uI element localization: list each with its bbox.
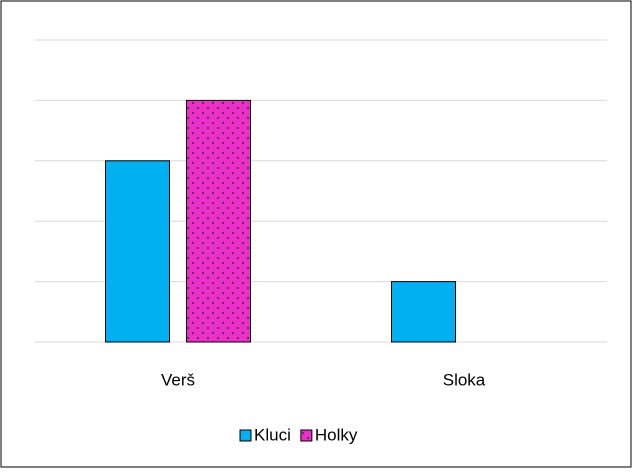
legend-pattern [300, 430, 312, 441]
bar [391, 281, 456, 343]
x-tick-label: Verš [161, 370, 195, 389]
x-tick-label: Sloka [443, 370, 486, 389]
legend-label: Holky [315, 425, 358, 444]
legend-swatch [239, 429, 252, 442]
bar-pattern [186, 100, 251, 343]
legend-label: Kluci [254, 425, 291, 444]
bar [105, 160, 170, 343]
